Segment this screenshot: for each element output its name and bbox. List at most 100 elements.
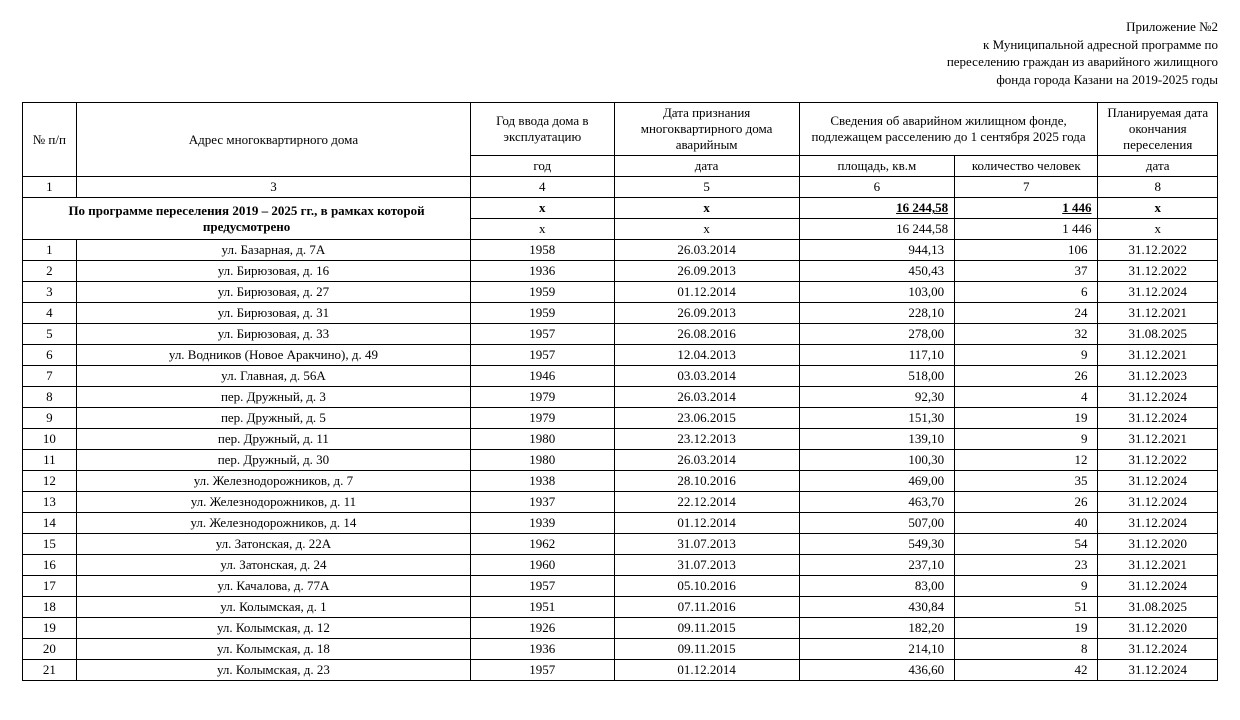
cell-address: ул. Качалова, д. 77А	[76, 576, 470, 597]
cell-address: ул. Бирюзовая, д. 33	[76, 324, 470, 345]
cell-area: 83,00	[799, 576, 954, 597]
cell-date: 01.12.2014	[614, 660, 799, 681]
table-row: 9пер. Дружный, д. 5197923.06.2015151,301…	[23, 408, 1218, 429]
cell-num: 16	[23, 555, 77, 576]
table-row: 14ул. Железнодорожников, д. 14193901.12.…	[23, 513, 1218, 534]
cell-area: 100,30	[799, 450, 954, 471]
cell-people: 9	[955, 345, 1098, 366]
cell-area: 450,43	[799, 261, 954, 282]
cell-area: 103,00	[799, 282, 954, 303]
cell-plan: 31.08.2025	[1098, 597, 1218, 618]
cell-plan: 31.12.2020	[1098, 618, 1218, 639]
header-line-3: переселению граждан из аварийного жилищн…	[22, 53, 1218, 71]
cell-num: 3	[23, 282, 77, 303]
cell-address: ул. Водников (Новое Аракчино), д. 49	[76, 345, 470, 366]
table-body: По программе переселения 2019 – 2025 гг.…	[23, 198, 1218, 681]
colnum-5: 5	[614, 177, 799, 198]
cell-year: 1957	[471, 324, 614, 345]
cell-people: 106	[955, 240, 1098, 261]
cell-area: 228,10	[799, 303, 954, 324]
cell-plan: 31.12.2024	[1098, 513, 1218, 534]
cell-num: 14	[23, 513, 77, 534]
cell-people: 4	[955, 387, 1098, 408]
header-line-2: к Муниципальной адресной программе по	[22, 36, 1218, 54]
cell-people: 37	[955, 261, 1098, 282]
cell-people: 35	[955, 471, 1098, 492]
cell-area: 463,70	[799, 492, 954, 513]
table-row: 10пер. Дружный, д. 11198023.12.2013139,1…	[23, 429, 1218, 450]
cell-plan: 31.12.2024	[1098, 492, 1218, 513]
cell-area: 151,30	[799, 408, 954, 429]
cell-date: 12.04.2013	[614, 345, 799, 366]
colnum-7: 7	[955, 177, 1098, 198]
cell-num: 5	[23, 324, 77, 345]
cell-plan: 31.12.2021	[1098, 429, 1218, 450]
cell-num: 18	[23, 597, 77, 618]
cell-plan: 31.12.2022	[1098, 261, 1218, 282]
cell-date: 03.03.2014	[614, 366, 799, 387]
cell-people: 9	[955, 429, 1098, 450]
cell-year: 1979	[471, 408, 614, 429]
cell-people: 9	[955, 576, 1098, 597]
cell-area: 117,10	[799, 345, 954, 366]
cell-plan: 31.12.2021	[1098, 345, 1218, 366]
cell-area: 430,84	[799, 597, 954, 618]
cell-date: 28.10.2016	[614, 471, 799, 492]
cell-date: 01.12.2014	[614, 282, 799, 303]
table-row: 1ул. Базарная, д. 7А195826.03.2014944,13…	[23, 240, 1218, 261]
cell-plan: 31.12.2024	[1098, 660, 1218, 681]
cell-address: ул. Затонская, д. 24	[76, 555, 470, 576]
cell-plan: 31.12.2021	[1098, 303, 1218, 324]
cell-date: 26.08.2016	[614, 324, 799, 345]
cell-area: 214,10	[799, 639, 954, 660]
cell-date: 26.03.2014	[614, 450, 799, 471]
cell-area: 549,30	[799, 534, 954, 555]
summary-row-1: По программе переселения 2019 – 2025 гг.…	[23, 198, 1218, 219]
summary2-date: x	[614, 219, 799, 240]
cell-plan: 31.12.2022	[1098, 450, 1218, 471]
col-header-address: Адрес многоквартирного дома	[76, 103, 470, 177]
cell-year: 1951	[471, 597, 614, 618]
cell-address: ул. Железнодорожников, д. 14	[76, 513, 470, 534]
cell-year: 1957	[471, 576, 614, 597]
table-row: 5ул. Бирюзовая, д. 33195726.08.2016278,0…	[23, 324, 1218, 345]
table-row: 12ул. Железнодорожников, д. 7193828.10.2…	[23, 471, 1218, 492]
cell-people: 6	[955, 282, 1098, 303]
cell-people: 42	[955, 660, 1098, 681]
cell-date: 09.11.2015	[614, 618, 799, 639]
table-column-number-row: 1 3 4 5 6 7 8	[23, 177, 1218, 198]
cell-num: 2	[23, 261, 77, 282]
table-row: 20ул. Колымская, д. 18193609.11.2015214,…	[23, 639, 1218, 660]
cell-address: пер. Дружный, д. 5	[76, 408, 470, 429]
cell-area: 518,00	[799, 366, 954, 387]
cell-plan: 31.12.2022	[1098, 240, 1218, 261]
cell-address: ул. Железнодорожников, д. 7	[76, 471, 470, 492]
cell-address: ул. Главная, д. 56А	[76, 366, 470, 387]
cell-people: 26	[955, 492, 1098, 513]
col-sub-area: площадь, кв.м	[799, 156, 954, 177]
document-header: Приложение №2 к Муниципальной адресной п…	[22, 18, 1218, 88]
summary2-area: 16 244,58	[799, 219, 954, 240]
table-row: 6ул. Водников (Новое Аракчино), д. 49195…	[23, 345, 1218, 366]
cell-date: 07.11.2016	[614, 597, 799, 618]
cell-date: 26.09.2013	[614, 303, 799, 324]
cell-plan: 31.12.2024	[1098, 408, 1218, 429]
cell-num: 19	[23, 618, 77, 639]
col-header-year-intro: Год ввода дома в эксплуатацию	[471, 103, 614, 156]
cell-year: 1958	[471, 240, 614, 261]
col-sub-date: дата	[614, 156, 799, 177]
cell-date: 01.12.2014	[614, 513, 799, 534]
cell-address: ул. Бирюзовая, д. 31	[76, 303, 470, 324]
colnum-4: 4	[471, 177, 614, 198]
cell-area: 278,00	[799, 324, 954, 345]
cell-date: 31.07.2013	[614, 555, 799, 576]
summary1-year: x	[471, 198, 614, 219]
col-header-num: № п/п	[23, 103, 77, 177]
summary1-people: 1 446	[955, 198, 1098, 219]
cell-year: 1938	[471, 471, 614, 492]
summary2-people: 1 446	[955, 219, 1098, 240]
cell-people: 19	[955, 408, 1098, 429]
cell-plan: 31.12.2024	[1098, 471, 1218, 492]
cell-num: 6	[23, 345, 77, 366]
cell-year: 1980	[471, 429, 614, 450]
